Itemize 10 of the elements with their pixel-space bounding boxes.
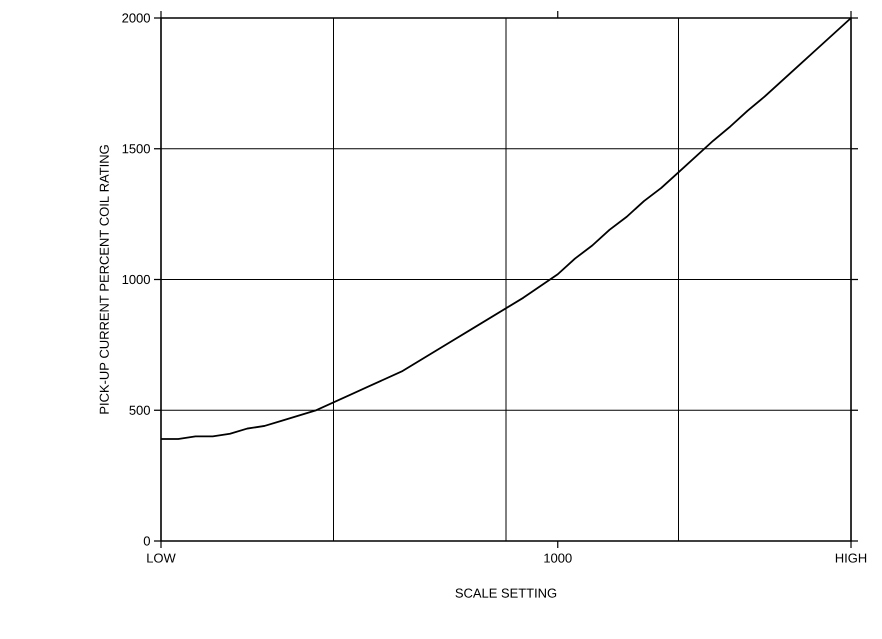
y-tick-label: 500 <box>129 406 150 415</box>
y-tick-label: 0 <box>144 536 150 546</box>
x-axis-title: SCALE SETTING <box>456 588 556 598</box>
y-axis-title: PICK-UP CURRENT PERCENT COIL RATING <box>100 145 109 414</box>
y-tick-label: 1500 <box>122 144 150 154</box>
y-tick-label: 1000 <box>122 274 150 284</box>
x-tick-label: LOW <box>147 554 176 563</box>
x-tick-label: HIGH <box>836 554 866 563</box>
x-tick-label: 1000 <box>544 554 572 563</box>
y-tick-label: 2000 <box>122 13 150 23</box>
